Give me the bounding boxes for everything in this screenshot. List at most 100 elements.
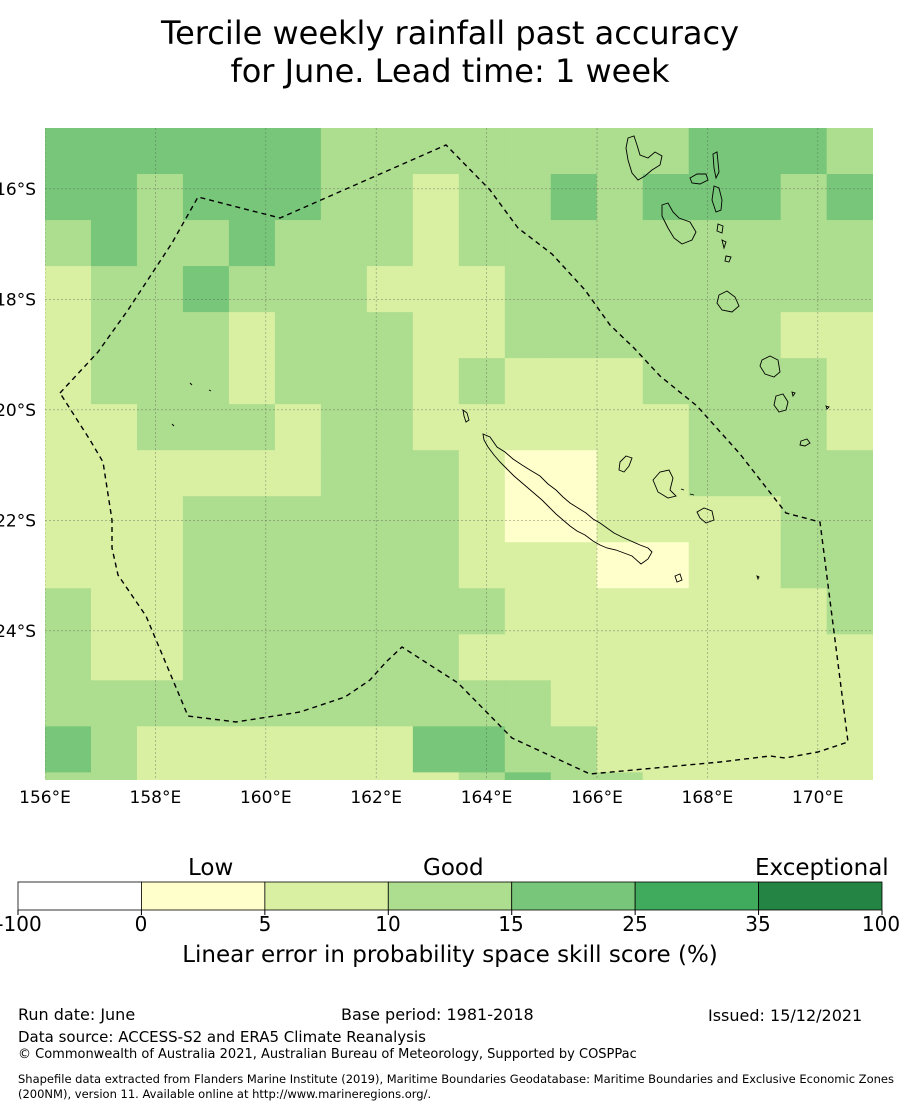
longitude-label: 170°E [792, 788, 844, 808]
skill-cell [596, 128, 644, 175]
skill-cell [366, 312, 414, 359]
skill-cell [320, 634, 368, 681]
skill-cell [136, 726, 184, 773]
longitude-labels: 156°E 158°E 160°E 162°E 164°E 166°E 168°E 170°E [19, 788, 844, 808]
skill-cell [412, 450, 460, 497]
skill-cell [412, 634, 460, 681]
skill-cell [826, 128, 873, 175]
skill-cell [550, 772, 598, 780]
skill-cell [688, 266, 736, 313]
skill-cell [274, 404, 322, 451]
skill-cell [90, 680, 138, 727]
skill-cell [90, 128, 138, 175]
skill-cell [412, 266, 460, 313]
skill-cell [412, 588, 460, 635]
skill-cell [826, 588, 873, 635]
skill-cell [826, 496, 873, 543]
loyalty-island-mare [696, 507, 715, 524]
skill-cell [412, 312, 460, 359]
skill-cell [504, 220, 552, 267]
skill-cell [458, 220, 506, 267]
base-period: Base period: 1981-2018 [341, 1005, 534, 1024]
latitude-label: 18°S [0, 290, 36, 310]
skill-cell [734, 634, 782, 681]
efate [716, 290, 740, 313]
skill-cell [228, 358, 276, 405]
longitude-label: 168°E [682, 788, 734, 808]
maewo-pentecost [712, 151, 720, 180]
skill-cell [504, 726, 552, 773]
skill-cell [734, 174, 782, 221]
skill-cell [780, 312, 828, 359]
skill-cell [826, 772, 873, 780]
skill-cell [642, 634, 690, 681]
skill-cell [45, 634, 92, 681]
skill-cell [596, 174, 644, 221]
skill-cell [550, 174, 598, 221]
skill-cell [550, 634, 598, 681]
skill-cell [688, 450, 736, 497]
skill-cell [45, 128, 92, 175]
skill-cell [735, 818, 782, 830]
skill-cell [504, 450, 552, 497]
skill-cell [550, 128, 598, 175]
belep-islands [462, 408, 470, 423]
longitude-label: 166°E [571, 788, 623, 808]
skill-cell [45, 818, 92, 830]
skill-cell [827, 818, 874, 830]
skill-cell [642, 496, 690, 543]
skill-cell [45, 726, 92, 773]
skill-cell [781, 818, 828, 830]
skill-cell [320, 404, 368, 451]
skill-cell [90, 772, 138, 780]
skill-cell [780, 634, 828, 681]
skill-cell [366, 358, 414, 405]
skill-cell [412, 220, 460, 267]
skill-cell [136, 542, 184, 589]
skill-cell [596, 496, 644, 543]
skill-cell [596, 680, 644, 727]
skill-cell [45, 542, 92, 589]
skill-cell [550, 312, 598, 359]
walpole [756, 575, 760, 581]
skill-cell [458, 174, 506, 221]
skill-cell [45, 358, 92, 405]
aneityum [799, 438, 811, 447]
skill-cell [642, 588, 690, 635]
skill-cell [734, 588, 782, 635]
skill-cell [274, 450, 322, 497]
skill-cell [458, 266, 506, 313]
colorbar-bin [264, 881, 389, 911]
skill-cell [228, 542, 276, 589]
skill-cell [90, 404, 138, 451]
skill-cell [136, 496, 184, 543]
espiritu-santo [625, 135, 663, 181]
ambae [689, 173, 709, 185]
skill-cell [504, 496, 552, 543]
skill-cell [826, 312, 873, 359]
skill-cell [136, 680, 184, 727]
colorbar-bin [387, 881, 513, 911]
skill-cell [550, 680, 598, 727]
skill-cell [274, 220, 322, 267]
skill-cell [90, 634, 138, 681]
skill-cell [228, 266, 276, 313]
skill-cell [550, 496, 598, 543]
skill-cell [734, 358, 782, 405]
skill-cell [182, 680, 230, 727]
skill-cell [366, 450, 414, 497]
skill-cell [320, 128, 368, 175]
tanna [773, 393, 789, 413]
skill-cell [504, 404, 552, 451]
skill-cell [228, 128, 276, 175]
skill-cell [734, 128, 782, 175]
skill-cell [504, 128, 552, 175]
title-line-2: for June. Lead time: 1 week [230, 52, 670, 90]
skill-cell [458, 404, 506, 451]
skill-cell [274, 772, 322, 780]
skill-cell [90, 542, 138, 589]
skill-cell [780, 542, 828, 589]
issued-date: Issued: 15/12/2021 [708, 1006, 863, 1025]
skill-cell [320, 266, 368, 313]
skill-cell [458, 772, 506, 780]
